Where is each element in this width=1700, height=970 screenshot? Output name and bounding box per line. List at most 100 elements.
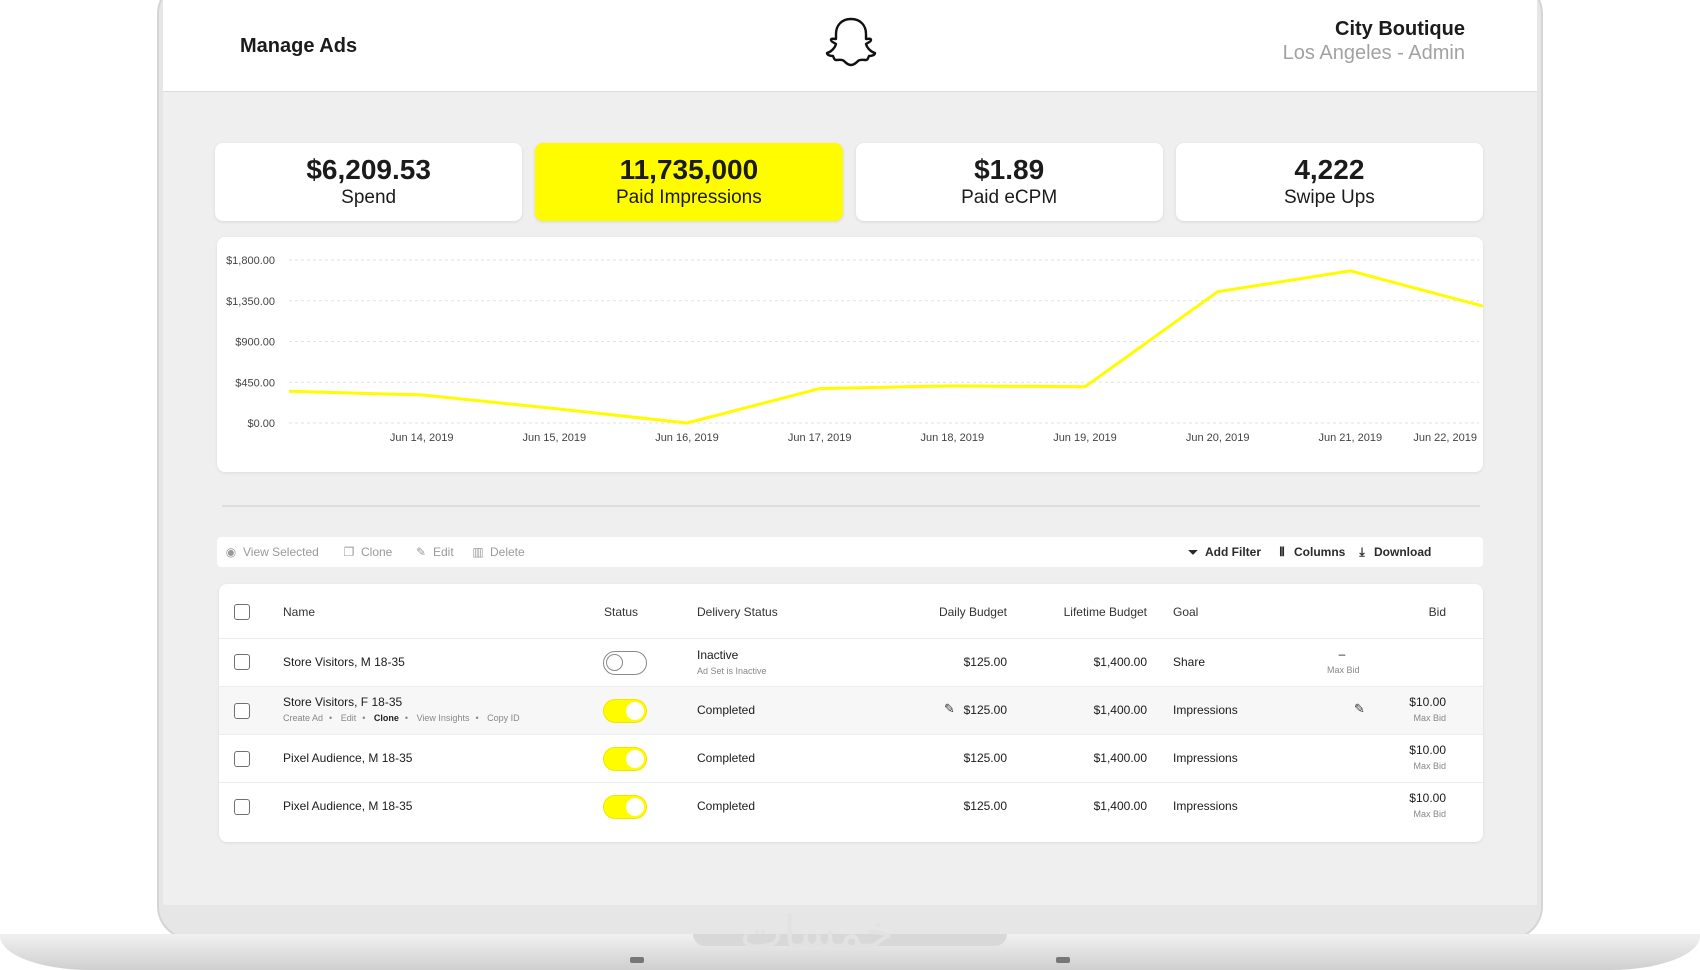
row-checkbox[interactable] — [234, 751, 250, 767]
edit-label: Edit — [433, 545, 454, 559]
status-toggle[interactable] — [603, 699, 647, 723]
stat-value: 4,222 — [1294, 154, 1365, 185]
y-tick-label: $450.00 — [235, 377, 275, 389]
x-tick-label: Jun 20, 2019 — [1186, 432, 1250, 444]
daily-budget: $125.00 — [963, 751, 1007, 765]
stat-label: Swipe Ups — [1283, 187, 1375, 208]
view-selected-button[interactable]: ◉ View Selected — [225, 537, 319, 567]
column-header-daily-budget[interactable]: Daily Budget — [938, 605, 1007, 619]
laptop-foot — [1056, 957, 1070, 963]
edit-button[interactable]: ✎ Edit — [415, 537, 454, 567]
columns-button[interactable]: ⦀ Columns — [1276, 537, 1345, 567]
x-tick-label: Jun 16, 2019 — [655, 432, 719, 444]
daily-budget: $125.00 — [963, 655, 1007, 669]
status-toggle[interactable] — [603, 795, 647, 819]
toggle-knob — [626, 750, 644, 768]
x-tick-label: Jun 15, 2019 — [523, 432, 587, 444]
laptop-notch — [693, 934, 1007, 946]
snapchat-ghost-icon[interactable] — [823, 15, 879, 71]
stat-label: Paid Impressions — [616, 187, 762, 208]
edit-daily-budget-pencil-icon[interactable]: ✎ — [944, 701, 955, 716]
row-name[interactable]: Pixel Audience, M 18-35 — [283, 751, 413, 765]
goal: Impressions — [1173, 751, 1238, 765]
filter-icon: ⏷ — [1188, 544, 1198, 559]
stat-label: Paid eCPM — [961, 187, 1058, 208]
ad-sets-table: Name Status Delivery Status Daily Budget… — [219, 584, 1483, 842]
x-tick-label: Jun 17, 2019 — [788, 432, 852, 444]
row-checkbox[interactable] — [234, 703, 250, 719]
pencil-icon: ✎ — [415, 545, 427, 559]
toggle-knob — [626, 798, 644, 816]
stat-card-swipe-ups[interactable]: 4,222 Swipe Ups — [1175, 143, 1483, 221]
edit-link[interactable]: Edit — [340, 713, 357, 723]
stat-card-paid-impressions[interactable]: 11,735,000 Paid Impressions — [535, 143, 843, 221]
create-ad-link[interactable]: Create Ad — [283, 713, 324, 723]
stats-cards: $6,209.53 Spend 11,735,000 Paid Impressi… — [215, 143, 1483, 221]
line-chart-panel: $1,800.00 $1,350.00 $900.00 $450.00 $0.00 Jun… — [217, 237, 1483, 472]
column-header-lifetime-budget[interactable]: Lifetime Budget — [1063, 605, 1147, 619]
column-header-status[interactable]: Status — [604, 605, 639, 619]
account-role: Los Angeles - Admin — [1282, 42, 1465, 64]
clone-label: Clone — [361, 545, 393, 559]
table-row[interactable]: Store Visitors, F 18-35 Create Ad • Edit •… — [219, 687, 1483, 735]
account-name: City Boutique — [1335, 18, 1465, 40]
row-name[interactable]: Store Visitors, M 18-35 — [283, 655, 405, 669]
clone-button[interactable]: ❐ Clone — [343, 537, 393, 567]
app-screen: Manage Ads City Boutique Los Angeles - A… — [163, 0, 1537, 905]
delivery-status: Inactive — [697, 648, 739, 662]
top-bar: Manage Ads City Boutique Los Angeles - A… — [163, 0, 1537, 92]
y-tick-label: $0.00 — [247, 418, 275, 430]
x-tick-label: Jun 18, 2019 — [921, 432, 985, 444]
copy-id-link[interactable]: Copy ID — [487, 713, 520, 723]
clone-link[interactable]: Clone — [373, 713, 399, 723]
select-all-checkbox[interactable] — [234, 604, 250, 620]
columns-icon: ⦀ — [1279, 544, 1285, 559]
lifetime-budget: $1,400.00 — [1093, 799, 1147, 813]
view-selected-label: View Selected — [243, 545, 319, 559]
delivery-status: Completed — [697, 703, 756, 717]
goal: Impressions — [1173, 799, 1238, 813]
page-title: Manage Ads — [240, 35, 358, 57]
laptop-foot — [630, 957, 644, 963]
status-toggle[interactable] — [603, 651, 647, 675]
stat-card-paid-ecpm[interactable]: $1.89 Paid eCPM — [855, 143, 1163, 221]
column-header-name[interactable]: Name — [283, 605, 316, 619]
column-header-bid[interactable]: Bid — [1428, 605, 1446, 619]
table-row[interactable]: Store Visitors, M 18-35 Inactive Ad Set … — [219, 639, 1483, 687]
view-insights-link[interactable]: View Insights — [416, 713, 470, 723]
separator: • — [362, 713, 366, 723]
bid-label: Max Bid — [1413, 809, 1446, 819]
row-name[interactable]: Store Visitors, F 18-35 — [283, 695, 403, 709]
daily-budget: $125.00 — [963, 799, 1007, 813]
bid-label: Max Bid — [1413, 761, 1446, 771]
column-header-delivery-status[interactable]: Delivery Status — [697, 605, 778, 619]
stat-card-spend[interactable]: $6,209.53 Spend — [215, 143, 523, 221]
goal: Impressions — [1173, 703, 1238, 717]
lifetime-budget: $1,400.00 — [1093, 655, 1147, 669]
row-checkbox[interactable] — [234, 799, 250, 815]
table-toolbar: ◉ View Selected ❐ Clone ✎ Edit ▥ Delete … — [217, 537, 1483, 567]
delivery-status: Completed — [697, 751, 756, 765]
row-checkbox[interactable] — [234, 654, 250, 670]
table-row[interactable]: Pixel Audience, M 18-35 Completed $125.0… — [219, 783, 1483, 831]
add-filter-button[interactable]: ⏷ Add Filter — [1187, 537, 1261, 567]
separator: • — [329, 713, 333, 723]
line-chart: $1,800.00 $1,350.00 $900.00 $450.00 $0.00 Jun… — [226, 255, 1483, 444]
download-button[interactable]: ⤓ Download — [1356, 537, 1431, 567]
divider — [222, 505, 1480, 507]
separator: • — [404, 713, 409, 723]
table-header-row: Name Status Delivery Status Daily Budget… — [219, 584, 1483, 639]
x-tick-label: Jun 19, 2019 — [1053, 432, 1117, 444]
delivery-status: Completed — [697, 799, 756, 813]
row-name[interactable]: Pixel Audience, M 18-35 — [283, 799, 413, 813]
x-tick-label: Jun 22, 2019 — [1413, 432, 1477, 444]
column-header-goal[interactable]: Goal — [1173, 605, 1199, 619]
account-switcher[interactable]: City Boutique Los Angeles - Admin — [1283, 17, 1465, 65]
table-row[interactable]: Pixel Audience, M 18-35 Completed $125.0… — [219, 735, 1483, 783]
y-tick-label: $1,350.00 — [226, 296, 275, 308]
status-toggle[interactable] — [603, 747, 647, 771]
bid-value: $10.00 — [1409, 743, 1446, 757]
daily-budget: $125.00 — [963, 703, 1007, 717]
delete-button[interactable]: ▥ Delete — [472, 537, 524, 567]
edit-bid-pencil-icon[interactable]: ✎ — [1354, 701, 1365, 716]
